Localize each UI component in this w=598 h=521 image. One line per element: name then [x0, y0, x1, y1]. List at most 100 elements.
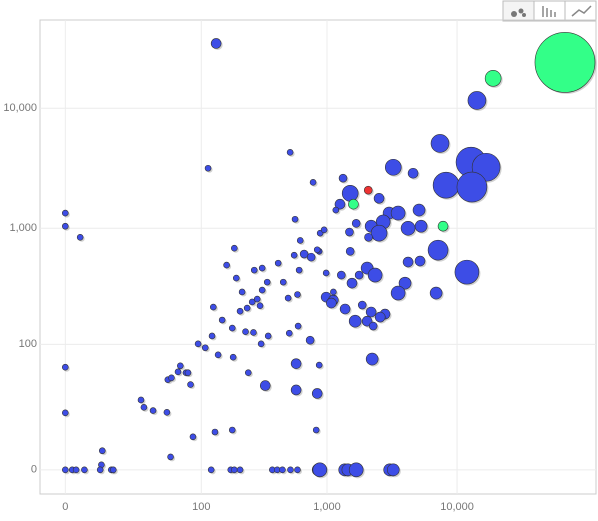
bubble	[320, 226, 328, 234]
bubble	[365, 306, 377, 318]
bubble	[258, 264, 266, 272]
bubble	[81, 466, 88, 474]
bubble	[290, 358, 302, 369]
bubble	[187, 381, 194, 388]
tab-icon	[511, 11, 517, 17]
bubble	[76, 233, 84, 241]
bubble	[236, 466, 244, 474]
bubble	[98, 447, 106, 455]
bubble	[365, 352, 379, 366]
bubble	[306, 252, 316, 262]
bubble	[62, 209, 69, 217]
bubble	[294, 322, 302, 330]
bubble	[168, 374, 175, 382]
y-tick-label: 10,000	[3, 102, 37, 114]
x-tick-label: 1,000	[313, 501, 341, 513]
bubble	[250, 266, 258, 274]
bubble	[258, 286, 266, 294]
bubble	[348, 314, 362, 328]
bubble	[72, 466, 80, 474]
bubble	[290, 384, 302, 396]
bubble	[207, 466, 215, 474]
bubble	[454, 259, 480, 285]
x-tick-label: 10,000	[440, 501, 474, 513]
bubble	[253, 295, 261, 303]
bubble	[345, 227, 354, 237]
bubble	[337, 270, 346, 280]
bubble	[284, 294, 292, 302]
tab-icon	[522, 13, 526, 17]
bubble	[229, 353, 237, 361]
bubble	[214, 351, 222, 359]
bubble	[351, 219, 361, 228]
bubble	[244, 369, 252, 376]
bubble	[484, 70, 502, 87]
tab-icon	[571, 5, 592, 17]
bubble	[367, 267, 383, 283]
bubble	[274, 259, 282, 267]
bubble	[322, 269, 330, 277]
bubble	[437, 220, 449, 232]
bubble	[313, 246, 321, 254]
bubble	[354, 270, 364, 280]
bubble	[414, 255, 426, 267]
bubble	[257, 340, 265, 348]
bubble	[338, 173, 348, 183]
bubble	[315, 361, 323, 369]
y-tick-label: 0	[31, 464, 37, 476]
bubble	[242, 328, 249, 335]
bubble	[279, 466, 286, 474]
bubble	[402, 256, 414, 268]
bubble	[390, 205, 406, 221]
bubble	[364, 232, 373, 242]
bubble	[414, 219, 428, 233]
x-tick-label: 100	[192, 501, 210, 513]
tab-icon	[518, 8, 524, 14]
bubble	[412, 203, 426, 217]
bubble	[259, 380, 271, 391]
bubble	[386, 463, 400, 477]
bubble	[177, 362, 184, 370]
bubble	[374, 311, 386, 323]
bubble	[363, 185, 373, 195]
x-tick-label: 0	[62, 501, 68, 513]
bubble	[398, 276, 412, 290]
bubble	[256, 302, 264, 310]
bubble	[285, 329, 293, 337]
bubble	[210, 303, 217, 311]
bubble	[294, 466, 301, 474]
bubble	[305, 335, 315, 345]
bubble	[236, 307, 244, 315]
bubble	[264, 332, 272, 340]
bubble	[368, 321, 378, 331]
bubble	[62, 466, 69, 474]
bubble	[149, 407, 157, 414]
bubble	[109, 466, 117, 474]
bubble	[243, 304, 251, 312]
y-tick-label: 100	[19, 338, 37, 350]
bubble	[279, 278, 287, 286]
bar-tab[interactable]	[533, 0, 566, 22]
bubble	[309, 179, 317, 186]
bubble	[294, 291, 301, 298]
bubble	[231, 244, 238, 252]
view-tabs	[502, 0, 597, 22]
bubble	[357, 300, 367, 310]
bubble	[373, 193, 385, 204]
bubble	[62, 363, 69, 371]
bubble	[248, 298, 256, 306]
bubble	[137, 396, 145, 404]
bubble	[62, 222, 69, 230]
bubble	[208, 332, 216, 340]
bubble	[296, 237, 304, 244]
bubble	[348, 462, 364, 478]
bubble	[263, 278, 271, 286]
bubble	[427, 239, 449, 261]
bubble	[163, 409, 171, 416]
bubble	[218, 316, 226, 324]
bubble	[194, 340, 202, 348]
y-tick-label: 1,000	[9, 222, 37, 234]
bubble	[370, 224, 388, 242]
